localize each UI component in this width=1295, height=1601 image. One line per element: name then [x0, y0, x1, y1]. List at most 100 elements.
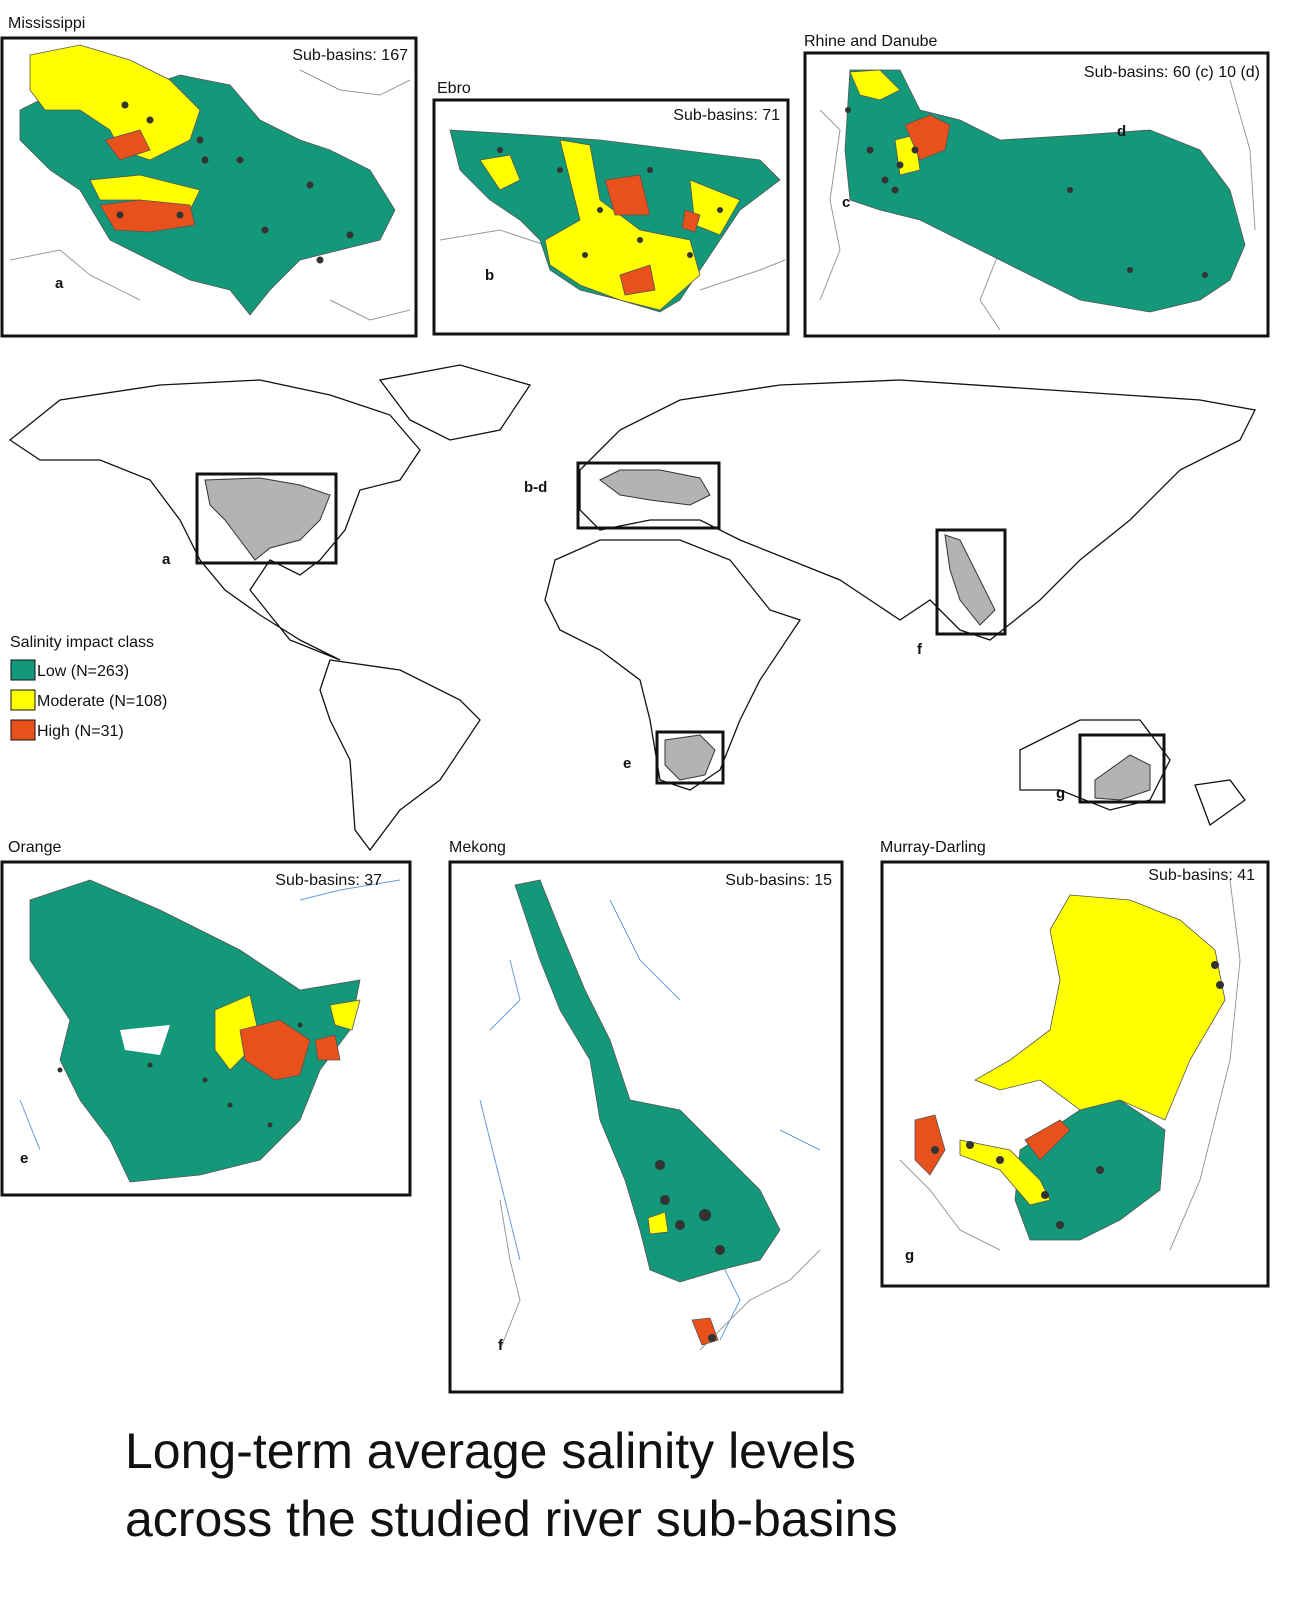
sub-basin [647, 1211, 669, 1235]
panel-rhine-danube: Rhine and Danube Sub-basins: 60 (c) 10 (… [803, 33, 1270, 338]
panel-letter: a [55, 275, 64, 292]
sub-basin [689, 179, 741, 236]
legend-label: Moderate (N=108) [37, 693, 167, 710]
sub-basin [959, 1139, 1051, 1206]
gauge-dot [297, 1022, 303, 1028]
landmass [579, 379, 1256, 641]
gauge-dot [261, 226, 269, 234]
panel-title: Murray-Darling [880, 839, 986, 856]
gauge-dot [966, 1141, 974, 1149]
gauge-dot [1202, 272, 1208, 278]
basin-area [599, 469, 711, 506]
gauge-dot [891, 186, 899, 194]
gauge-dot [1067, 187, 1073, 193]
gauge-dot [57, 1022, 303, 1128]
legend-swatch [10, 719, 36, 741]
map-label: e [623, 755, 631, 772]
basin-area [664, 734, 716, 781]
sub-basin [239, 1019, 311, 1081]
gauge-dot [675, 1220, 685, 1230]
basin-area [944, 534, 996, 626]
panel-title: Ebro [437, 80, 471, 97]
panel-mississippi: Mississippi Sub-basins: 167 a [0, 15, 418, 338]
basin-area [204, 477, 331, 561]
sub-basin [329, 999, 361, 1031]
gauge-dot [1216, 981, 1224, 989]
gauge-dot [196, 136, 204, 144]
coastline [899, 879, 1241, 1251]
sub-basin [604, 174, 651, 216]
sub-basin [849, 69, 901, 101]
gauge-dot [557, 167, 563, 173]
river [479, 899, 821, 1341]
coastline [499, 1199, 821, 1351]
gauge-dot [227, 1102, 233, 1108]
coastline [439, 229, 786, 291]
panel-title: Mississippi [8, 15, 85, 32]
sub-basin [314, 1034, 341, 1061]
gauge-dot [911, 146, 919, 154]
subbasin-count: Sub-basins: 71 [673, 107, 780, 124]
gauge-dot [236, 156, 244, 164]
legend-label: Low (N=263) [37, 663, 129, 680]
inset-box [655, 730, 725, 785]
river [19, 879, 401, 1151]
gauge-dot [715, 1245, 725, 1255]
gauge-dot [57, 1067, 63, 1073]
landmass [1194, 779, 1246, 827]
legend-swatch [10, 659, 36, 681]
gauge-dot [146, 116, 154, 124]
map-label: a [162, 551, 171, 568]
gauge-dot [202, 1077, 208, 1083]
sub-basin [619, 264, 656, 296]
gauge-dot [116, 101, 354, 264]
legend-swatch [10, 689, 36, 711]
gauge-dot [306, 181, 314, 189]
basin-area [1094, 754, 1151, 801]
panel-letter: d [1117, 123, 1126, 140]
panel-murray-darling: Murray-Darling Sub-basins: 41 g [880, 839, 1270, 1288]
gauge-dot [147, 1062, 153, 1068]
panel-letter: b [485, 267, 494, 284]
panel-letter: e [20, 1150, 28, 1167]
map-label: f [917, 641, 923, 658]
landmass [8, 379, 421, 661]
gauge-dot [637, 237, 643, 243]
inset-box [1078, 733, 1166, 804]
legend: Salinity impact class Low (N=263) Moderat… [10, 634, 167, 741]
coastline [819, 79, 1256, 331]
panel-title: Mekong [449, 839, 506, 856]
gauge-dot [346, 231, 354, 239]
sub-basin [479, 154, 521, 191]
sub-basin [544, 139, 701, 311]
gauge-dot [116, 211, 124, 219]
sub-basin [29, 879, 361, 1183]
gauge-dot [881, 176, 889, 184]
subbasin-count: Sub-basins: 167 [292, 47, 408, 64]
world-map: a b-d e f g [8, 364, 1256, 852]
map-label: b-d [524, 479, 547, 496]
gauge-dot [1041, 1191, 1049, 1199]
coastline [9, 69, 411, 321]
inset-box [576, 461, 721, 530]
inset-box [935, 528, 1007, 636]
gauge-dot [655, 1160, 725, 1342]
subbasin-count: Sub-basins: 41 [1148, 867, 1255, 884]
shape [120, 1025, 170, 1055]
gauge-dot [699, 1209, 711, 1221]
gauge-dot [931, 961, 1224, 1229]
gauge-dot [582, 252, 588, 258]
caption-line: across the studied river sub-basins [125, 1491, 898, 1547]
panel-letter: c [842, 194, 850, 211]
gauge-dot [1211, 961, 1219, 969]
panel-title: Orange [8, 839, 61, 856]
gauge-dot [497, 147, 503, 153]
panel-title: Rhine and Danube [804, 33, 938, 50]
sub-basin [29, 44, 201, 161]
legend-label: High (N=31) [37, 723, 124, 740]
sub-basin [681, 209, 701, 233]
gauge-dot [597, 207, 603, 213]
gauge-dot [996, 1156, 1004, 1164]
subbasin-count: Sub-basins: 15 [725, 872, 832, 889]
